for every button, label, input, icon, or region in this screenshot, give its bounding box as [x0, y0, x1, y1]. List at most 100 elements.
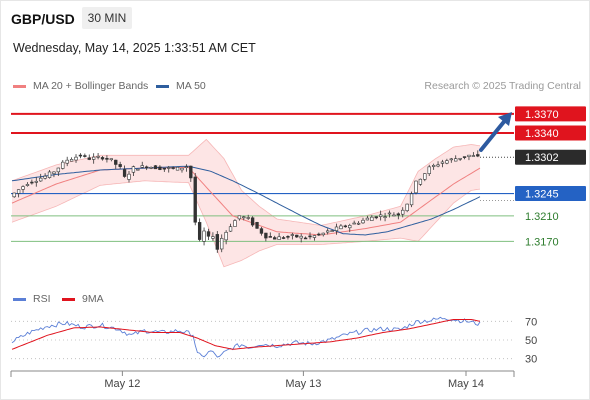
candle-body	[180, 167, 184, 171]
candle-body	[43, 175, 47, 179]
candle	[220, 234, 224, 253]
candle	[74, 154, 78, 163]
candle-body	[339, 225, 343, 230]
level-label-box	[515, 125, 586, 141]
level-label-box	[515, 186, 586, 202]
candle	[158, 165, 162, 171]
candle-body	[144, 166, 149, 169]
candle	[228, 223, 233, 232]
candle	[34, 177, 38, 187]
candle	[250, 216, 255, 227]
candle-body	[122, 169, 127, 177]
candle-body	[189, 165, 193, 179]
candle-body	[414, 180, 418, 194]
candle	[471, 152, 476, 157]
candle	[144, 165, 149, 171]
candle-body	[471, 155, 476, 157]
candle-body	[334, 226, 339, 231]
candle-body	[184, 166, 189, 168]
candle-body	[109, 158, 114, 161]
candle	[39, 173, 43, 182]
current-price-label: 1.3302	[525, 152, 559, 164]
candle-body	[295, 234, 299, 238]
candle-body	[281, 237, 286, 239]
candle-body	[175, 166, 180, 171]
ma50-line	[11, 165, 481, 236]
candle-body	[273, 237, 277, 240]
candle-body	[127, 173, 131, 180]
level-label: 1.3210	[525, 211, 559, 223]
candle-body	[220, 238, 224, 250]
candle	[136, 168, 140, 171]
timestamp: Wednesday, May 14, 2025 1:33:51 AM CET	[13, 41, 256, 55]
candle	[356, 221, 361, 226]
candle-body	[56, 167, 61, 173]
candle-body	[83, 155, 87, 157]
candle	[92, 153, 96, 164]
candle	[326, 228, 330, 235]
candle	[299, 233, 303, 243]
candle-body	[211, 236, 215, 239]
candle	[378, 210, 383, 221]
level-label: 1.3340	[525, 128, 559, 140]
candle	[83, 153, 87, 158]
candle-body	[114, 159, 118, 165]
candle-body	[317, 233, 321, 236]
candle	[348, 223, 352, 233]
candle	[162, 167, 166, 172]
candle-body	[348, 225, 352, 229]
candle-body	[61, 161, 65, 169]
candle	[365, 215, 370, 221]
candle	[334, 223, 339, 235]
candle	[259, 226, 264, 236]
candle	[352, 220, 356, 225]
candle-body	[392, 214, 396, 217]
candle	[392, 212, 396, 217]
candle	[321, 232, 325, 237]
candle	[87, 154, 91, 161]
candle	[445, 158, 449, 165]
candle-body	[246, 217, 250, 219]
candle	[462, 156, 467, 160]
candle	[153, 164, 158, 170]
candle-body	[264, 232, 268, 239]
candle	[295, 234, 299, 238]
candle-body	[405, 203, 409, 212]
forecast-arrow-shaft	[479, 116, 509, 152]
candle-body	[286, 236, 290, 238]
candle-body	[440, 161, 445, 164]
candle-body	[193, 176, 197, 223]
candle-body	[431, 164, 436, 167]
ma50-legend-label: MA 50	[176, 80, 206, 92]
candle-body	[458, 157, 462, 160]
candle	[255, 221, 259, 230]
candle-body	[383, 216, 387, 218]
candle-body	[215, 234, 219, 250]
candle-body	[423, 173, 427, 180]
timeframe-badge[interactable]: 30 MIN	[82, 7, 132, 29]
candle	[140, 161, 144, 168]
candle	[197, 218, 202, 242]
candle	[69, 157, 74, 162]
candle-body	[34, 180, 38, 183]
candle	[149, 166, 153, 170]
candle	[21, 185, 25, 193]
candle	[290, 232, 295, 240]
candle	[427, 164, 431, 176]
candle-body	[449, 158, 453, 161]
candle-body	[96, 155, 100, 158]
candle	[396, 212, 400, 220]
candle-body	[299, 235, 303, 239]
candle	[317, 232, 321, 237]
candle-body	[255, 222, 259, 229]
candle-body	[162, 167, 166, 170]
candle	[476, 150, 480, 158]
candle-body	[224, 231, 228, 241]
candle-body	[87, 157, 91, 160]
rsi-tick-label: 70	[525, 316, 537, 328]
candle-body	[361, 219, 365, 224]
candle-body	[308, 235, 312, 238]
candle-body	[259, 228, 264, 234]
candle-body	[118, 164, 122, 167]
